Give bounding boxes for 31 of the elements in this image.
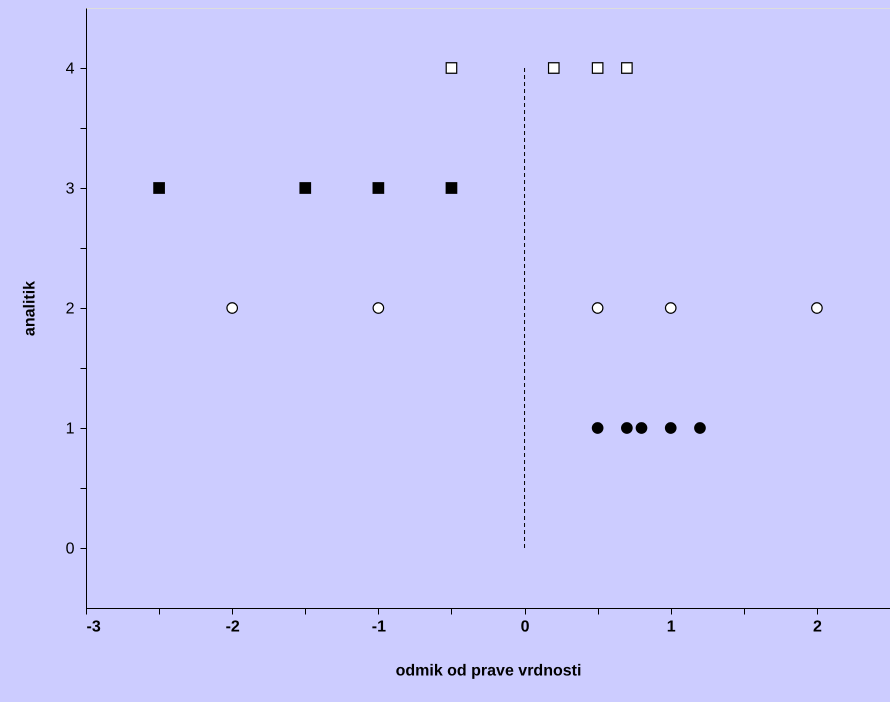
point	[299, 182, 312, 194]
point	[811, 302, 823, 314]
point	[372, 302, 384, 314]
point	[153, 182, 165, 194]
point	[592, 302, 604, 314]
point	[446, 62, 458, 74]
y-tick-label: 0	[66, 540, 75, 558]
x-tick-label: 0	[520, 618, 530, 636]
point	[664, 422, 677, 434]
point	[372, 182, 384, 194]
x-tick-label: -3	[86, 618, 101, 636]
y-tick-label: 4	[66, 60, 75, 78]
y-tick-label: 3	[66, 180, 75, 198]
point	[694, 422, 706, 434]
x-tick-label: -1	[372, 618, 386, 636]
x-tick-label: 2	[812, 618, 822, 636]
x-tick-label: -2	[226, 618, 240, 636]
y-tick-label: 2	[66, 300, 75, 318]
y-tick-label: 1	[66, 420, 75, 438]
x-tick-label: 1	[666, 618, 676, 636]
point	[592, 422, 604, 434]
point	[548, 62, 560, 74]
x-axis-title: odmik od prave vrdnosti	[396, 662, 582, 680]
point	[636, 422, 648, 434]
point	[664, 302, 677, 314]
point	[621, 422, 633, 434]
y-axis-title: analitik	[22, 280, 39, 336]
point	[592, 62, 604, 74]
point	[446, 182, 458, 194]
point	[226, 302, 238, 314]
point	[621, 62, 633, 74]
